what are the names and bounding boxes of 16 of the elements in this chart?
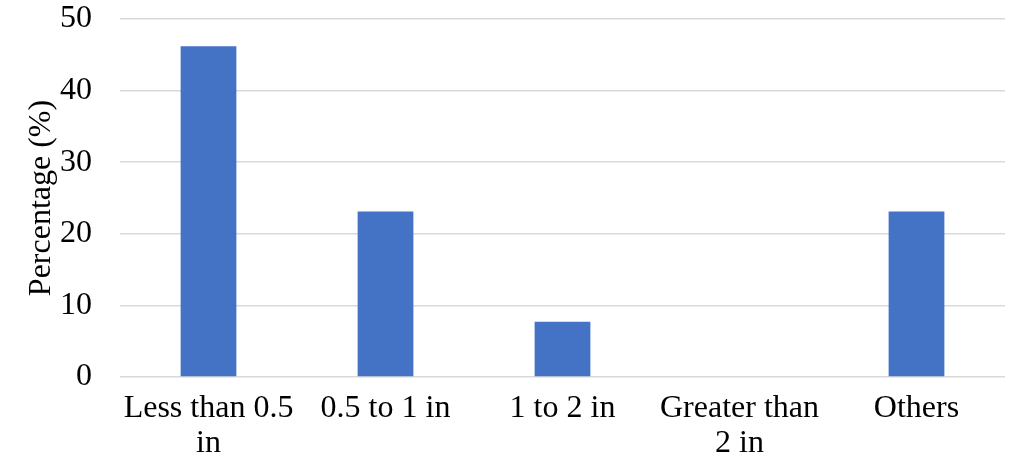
y-tick-label: 50 (60, 0, 92, 35)
x-tick-label: Less than 0.5 in (123, 388, 294, 460)
bar (888, 211, 945, 377)
y-tick-label: 0 (76, 356, 92, 393)
bar (534, 321, 591, 377)
y-tick-label: 40 (60, 70, 92, 107)
x-tick-label: 0.5 to 1 in (320, 388, 451, 425)
x-tick-label: Others (873, 388, 960, 425)
y-tick-label: 30 (60, 141, 92, 178)
y-axis-title: Percentage (%) (20, 99, 57, 297)
y-tick-label: 20 (60, 213, 92, 250)
x-tick-label: Greater than 2 in (659, 388, 820, 460)
y-tick-label: 10 (60, 284, 92, 321)
bar (357, 211, 414, 377)
bar (180, 46, 237, 377)
x-tick-label: 1 to 2 in (509, 388, 616, 425)
